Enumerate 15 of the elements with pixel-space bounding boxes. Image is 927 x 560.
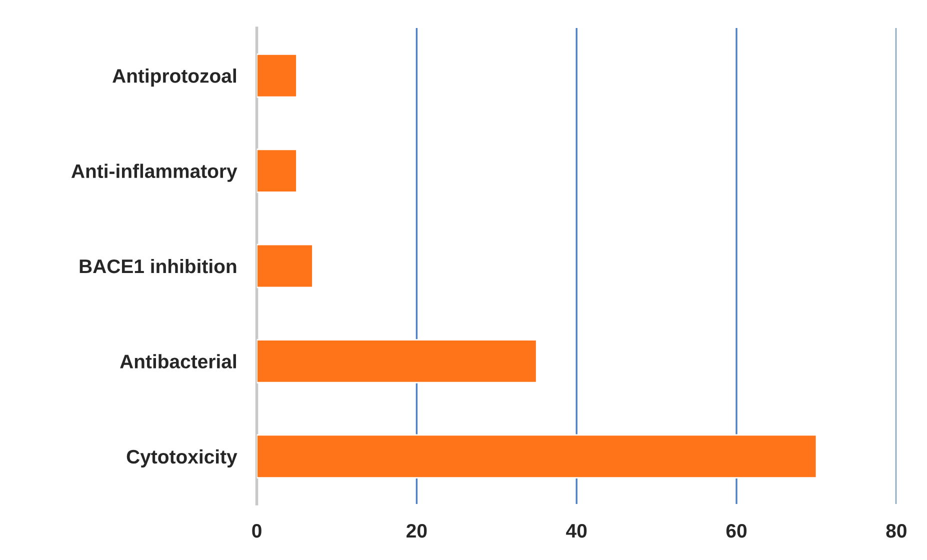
y-tick-label: Antiprotozoal (112, 68, 236, 87)
bar (256, 148, 298, 193)
y-tick-label: Antibacterial (120, 354, 236, 368)
x-tick-label: 0 (252, 524, 262, 538)
x-tick-label: 40 (566, 524, 587, 538)
x-tick-label: 80 (886, 524, 906, 538)
x-tick-label: 60 (726, 524, 747, 538)
bar (256, 339, 538, 384)
bar (256, 434, 818, 479)
y-tick-label: Cytotoxicity (126, 449, 238, 468)
bar (256, 244, 314, 288)
y-tick-label: BACE1 inhibition (80, 258, 236, 274)
bar (256, 53, 298, 98)
x-tick-label: 20 (406, 524, 427, 538)
y-tick-label: Anti-inflammatory (71, 164, 238, 182)
